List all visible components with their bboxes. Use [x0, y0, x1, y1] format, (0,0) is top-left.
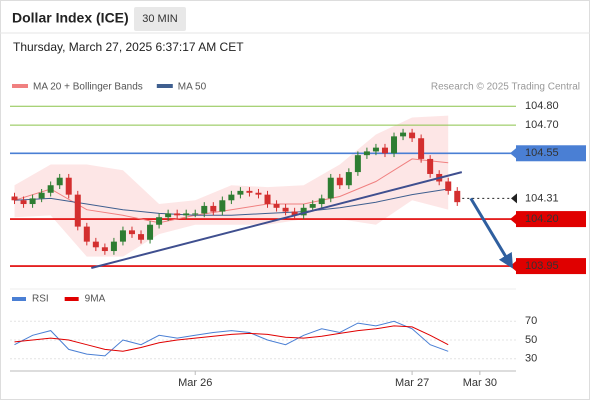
level-label: 104.70	[525, 119, 559, 131]
candle-body	[318, 198, 325, 205]
candle-body	[20, 200, 27, 205]
level-label: 104.55	[525, 147, 559, 159]
trendline	[91, 171, 463, 269]
candle-body	[327, 177, 334, 199]
candle-body	[110, 241, 117, 252]
candle-body	[418, 138, 425, 159]
x-tick-label: Mar 30	[463, 377, 497, 389]
bollinger-band	[14, 115, 449, 257]
candle-body	[282, 207, 289, 212]
indicator-line	[14, 325, 449, 352]
candle-body	[309, 204, 316, 208]
candle-body	[291, 211, 298, 216]
candle-body	[228, 194, 235, 201]
candle-body	[381, 147, 388, 154]
level-pointer	[511, 193, 517, 204]
candle-body	[38, 192, 45, 199]
level-label: 104.80	[525, 100, 559, 112]
candle-body	[210, 205, 217, 212]
candle-body	[128, 230, 135, 235]
level-pointer	[510, 214, 516, 225]
candle-body	[147, 224, 154, 240]
candle-body	[83, 226, 90, 242]
moving-average	[14, 188, 449, 216]
candle-body	[427, 158, 434, 174]
legend-swatch	[12, 84, 28, 88]
candle-body	[47, 185, 54, 193]
indicator-line	[14, 320, 449, 357]
candle-body	[354, 155, 361, 173]
candle-body	[174, 213, 181, 216]
candle-body	[92, 241, 99, 248]
legend-swatch	[12, 297, 26, 301]
candle-body	[255, 192, 262, 195]
candle-body	[119, 230, 126, 242]
y-tick-label: 50	[525, 334, 537, 346]
level-label: 104.20	[525, 213, 559, 225]
legend-label: MA 50	[178, 82, 207, 93]
legend-label: RSI	[32, 294, 49, 305]
candle-body	[201, 205, 208, 214]
watermark: Research © 2025 Trading Central	[431, 82, 580, 93]
candle-body	[454, 190, 461, 203]
candle-body	[74, 194, 81, 227]
candle-body	[345, 172, 352, 186]
title: Dollar Index (ICE)	[12, 10, 129, 26]
candle-body	[246, 190, 253, 193]
candle-body	[391, 136, 398, 154]
candle-body	[192, 213, 199, 215]
forecast-arrow	[469, 197, 514, 269]
level-pointer	[510, 148, 516, 159]
candle-body	[363, 151, 370, 156]
candle-body	[165, 213, 172, 218]
timestamp: Thursday, March 27, 2025 6:37:17 AM CET	[13, 40, 244, 54]
timeframe: 30 MIN	[142, 13, 178, 25]
candle-body	[65, 177, 72, 195]
candle-body	[372, 147, 379, 152]
legend-swatch	[156, 84, 173, 88]
level-label: 104.31	[525, 192, 559, 204]
timeframe-badge	[134, 7, 186, 31]
candle-body	[183, 213, 190, 216]
candle-body	[156, 217, 163, 225]
moving-average	[14, 158, 449, 224]
candle-body	[237, 190, 244, 195]
level-label: 103.95	[525, 260, 559, 272]
candle-body	[273, 204, 280, 208]
y-tick-label: 30	[525, 353, 537, 365]
candle-body	[219, 200, 226, 212]
level-label-box	[516, 258, 586, 275]
candle-body	[264, 194, 271, 205]
level-label-box	[516, 211, 586, 228]
candle-body	[101, 247, 108, 252]
candle-body	[400, 132, 407, 137]
candle-body	[29, 198, 36, 205]
candle-body	[445, 181, 452, 191]
legend-label: MA 20 + Bollinger Bands	[33, 82, 143, 93]
candle-body	[336, 177, 343, 186]
legend-label: 9MA	[85, 294, 106, 305]
candle-body	[409, 132, 416, 139]
candle-body	[11, 196, 18, 201]
candle-body	[138, 234, 145, 240]
level-label-box	[516, 145, 586, 162]
y-tick-label: 70	[525, 315, 537, 327]
x-tick-label: Mar 26	[178, 377, 212, 389]
candle-body	[300, 207, 307, 216]
x-tick-label: Mar 27	[395, 377, 429, 389]
candle-body	[56, 177, 63, 186]
legend-swatch	[64, 297, 79, 301]
